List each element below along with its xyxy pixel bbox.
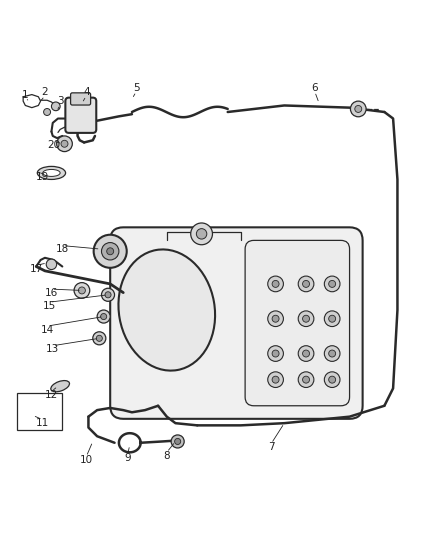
- Text: 18: 18: [56, 244, 69, 254]
- Circle shape: [328, 315, 336, 322]
- Circle shape: [303, 350, 310, 357]
- Text: 6: 6: [311, 83, 318, 93]
- Text: 2: 2: [42, 87, 48, 98]
- FancyBboxPatch shape: [71, 93, 91, 105]
- Circle shape: [96, 335, 102, 341]
- Ellipse shape: [43, 169, 60, 176]
- Circle shape: [303, 376, 310, 383]
- Circle shape: [28, 407, 36, 415]
- Circle shape: [94, 235, 127, 268]
- FancyBboxPatch shape: [110, 228, 363, 419]
- Text: 20: 20: [47, 140, 60, 150]
- Text: 15: 15: [42, 301, 56, 311]
- Circle shape: [298, 276, 314, 292]
- Text: 16: 16: [45, 288, 58, 297]
- Circle shape: [272, 280, 279, 287]
- Circle shape: [102, 243, 119, 260]
- Text: 8: 8: [163, 451, 170, 461]
- Circle shape: [328, 280, 336, 287]
- Circle shape: [303, 315, 310, 322]
- Circle shape: [78, 287, 85, 294]
- Ellipse shape: [37, 166, 66, 180]
- Text: 5: 5: [133, 83, 140, 93]
- Circle shape: [303, 280, 310, 287]
- Circle shape: [355, 106, 362, 112]
- Text: 17: 17: [30, 264, 43, 273]
- Text: 19: 19: [36, 172, 49, 182]
- Circle shape: [102, 288, 115, 301]
- Circle shape: [196, 229, 207, 239]
- Circle shape: [324, 346, 340, 361]
- Circle shape: [298, 311, 314, 327]
- Circle shape: [272, 376, 279, 383]
- Text: 9: 9: [124, 453, 131, 463]
- Text: 7: 7: [268, 442, 275, 452]
- Bar: [17, 393, 62, 430]
- Circle shape: [324, 276, 340, 292]
- Text: 1: 1: [22, 90, 28, 100]
- Circle shape: [191, 223, 212, 245]
- Ellipse shape: [51, 381, 70, 392]
- Circle shape: [46, 259, 57, 270]
- Text: 10: 10: [80, 455, 93, 465]
- Circle shape: [101, 313, 107, 320]
- Circle shape: [47, 415, 56, 424]
- Circle shape: [57, 136, 72, 151]
- Circle shape: [324, 372, 340, 387]
- Circle shape: [268, 311, 283, 327]
- Circle shape: [298, 372, 314, 387]
- Text: 3: 3: [57, 96, 64, 106]
- Circle shape: [272, 315, 279, 322]
- Circle shape: [268, 346, 283, 361]
- Circle shape: [268, 372, 283, 387]
- Text: 4: 4: [83, 87, 89, 98]
- FancyBboxPatch shape: [245, 240, 350, 406]
- FancyBboxPatch shape: [65, 98, 96, 133]
- Circle shape: [175, 439, 181, 445]
- Circle shape: [350, 101, 366, 117]
- Circle shape: [105, 292, 111, 298]
- Circle shape: [93, 332, 106, 345]
- Circle shape: [44, 109, 50, 116]
- Ellipse shape: [118, 249, 215, 370]
- Circle shape: [74, 282, 90, 298]
- Circle shape: [171, 435, 184, 448]
- Circle shape: [107, 248, 114, 255]
- Circle shape: [51, 102, 60, 111]
- Circle shape: [23, 402, 41, 419]
- Circle shape: [328, 376, 336, 383]
- Circle shape: [328, 350, 336, 357]
- Circle shape: [61, 140, 68, 147]
- Circle shape: [97, 310, 110, 323]
- Circle shape: [298, 346, 314, 361]
- Circle shape: [268, 276, 283, 292]
- Text: 14: 14: [40, 325, 54, 335]
- Text: 13: 13: [46, 344, 60, 354]
- Circle shape: [324, 311, 340, 327]
- Text: 11: 11: [36, 418, 49, 428]
- Circle shape: [272, 350, 279, 357]
- Text: 12: 12: [45, 390, 58, 400]
